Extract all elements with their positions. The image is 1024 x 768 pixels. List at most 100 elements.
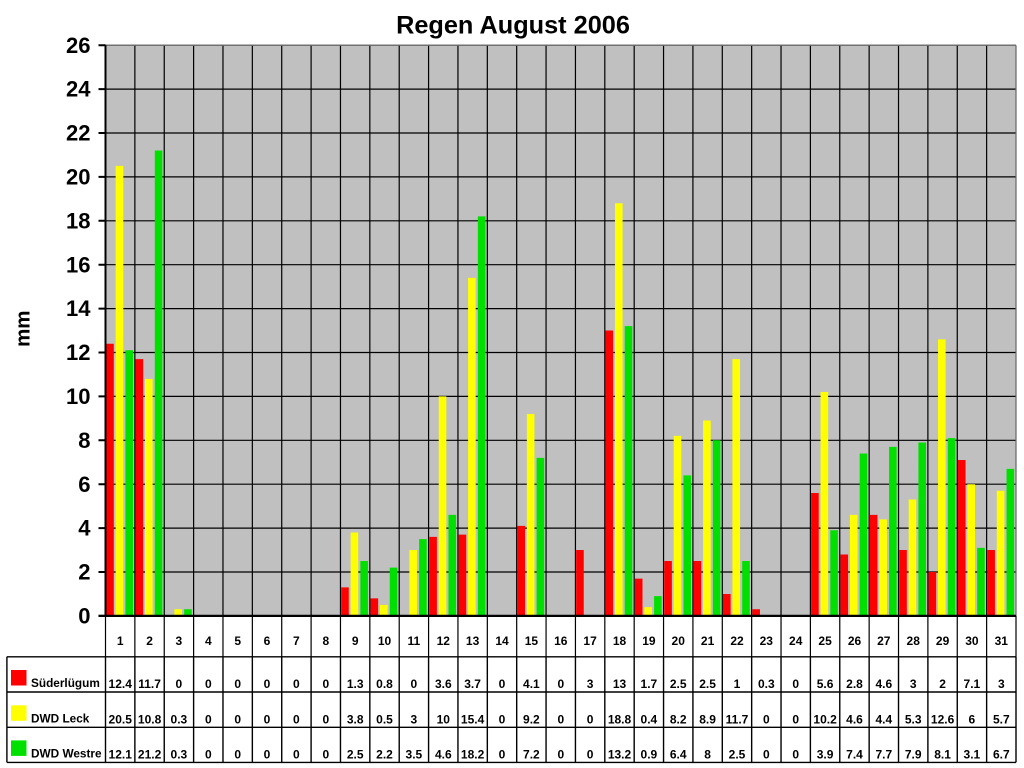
svg-text:20: 20 — [672, 634, 686, 648]
svg-text:0.9: 0.9 — [641, 747, 658, 761]
svg-text:1: 1 — [734, 677, 741, 691]
svg-text:13: 13 — [613, 677, 627, 691]
svg-text:4.4: 4.4 — [875, 712, 892, 726]
svg-text:10: 10 — [437, 712, 451, 726]
svg-text:15: 15 — [525, 634, 539, 648]
svg-text:3.9: 3.9 — [817, 747, 834, 761]
svg-text:12.4: 12.4 — [109, 677, 133, 691]
svg-text:9: 9 — [352, 634, 359, 648]
svg-text:3.8: 3.8 — [347, 712, 364, 726]
svg-text:16: 16 — [554, 634, 568, 648]
svg-text:4: 4 — [205, 634, 212, 648]
svg-text:10.2: 10.2 — [813, 712, 837, 726]
svg-text:5.7: 5.7 — [993, 712, 1010, 726]
svg-text:6: 6 — [264, 634, 271, 648]
svg-text:21: 21 — [701, 634, 715, 648]
svg-text:0: 0 — [205, 677, 212, 691]
svg-text:20.5: 20.5 — [109, 712, 133, 726]
svg-text:7.2: 7.2 — [523, 747, 540, 761]
svg-text:18: 18 — [613, 634, 627, 648]
svg-text:18.8: 18.8 — [608, 712, 632, 726]
svg-text:4.6: 4.6 — [875, 677, 892, 691]
svg-text:11: 11 — [408, 634, 421, 648]
svg-text:19: 19 — [642, 634, 656, 648]
svg-text:3: 3 — [910, 677, 917, 691]
svg-text:3.1: 3.1 — [964, 747, 981, 761]
svg-text:10.8: 10.8 — [138, 712, 162, 726]
svg-text:31: 31 — [995, 634, 1009, 648]
svg-text:3: 3 — [587, 677, 594, 691]
svg-text:5.3: 5.3 — [905, 712, 922, 726]
svg-text:0: 0 — [557, 712, 564, 726]
svg-text:0: 0 — [792, 677, 799, 691]
svg-text:10: 10 — [66, 384, 90, 409]
svg-text:0: 0 — [763, 747, 770, 761]
svg-text:12.6: 12.6 — [931, 712, 955, 726]
svg-text:17: 17 — [583, 634, 597, 648]
svg-text:8.1: 8.1 — [934, 747, 951, 761]
svg-text:Regen August 2006: Regen August 2006 — [396, 12, 630, 40]
svg-text:0.8: 0.8 — [376, 677, 393, 691]
svg-text:12.1: 12.1 — [109, 747, 133, 761]
svg-text:26: 26 — [66, 33, 90, 58]
svg-text:10: 10 — [378, 634, 392, 648]
svg-text:0: 0 — [176, 677, 183, 691]
svg-text:2.8: 2.8 — [846, 677, 863, 691]
svg-text:26: 26 — [848, 634, 862, 648]
svg-text:13: 13 — [466, 634, 480, 648]
svg-text:6: 6 — [969, 712, 976, 726]
svg-text:18: 18 — [66, 208, 90, 233]
svg-text:2.5: 2.5 — [699, 677, 716, 691]
svg-text:0.4: 0.4 — [641, 712, 658, 726]
svg-text:0: 0 — [322, 747, 329, 761]
svg-text:3: 3 — [998, 677, 1005, 691]
svg-text:0: 0 — [499, 677, 506, 691]
svg-text:5.6: 5.6 — [817, 677, 834, 691]
svg-text:9.2: 9.2 — [523, 712, 540, 726]
svg-text:12: 12 — [437, 634, 451, 648]
svg-text:0: 0 — [78, 604, 90, 629]
svg-text:7.9: 7.9 — [905, 747, 922, 761]
svg-text:0: 0 — [205, 747, 212, 761]
svg-text:mm: mm — [12, 310, 35, 346]
svg-text:0.3: 0.3 — [171, 747, 188, 761]
svg-text:2.5: 2.5 — [729, 747, 746, 761]
svg-text:6.7: 6.7 — [993, 747, 1010, 761]
svg-text:1: 1 — [117, 634, 124, 648]
svg-text:28: 28 — [907, 634, 921, 648]
svg-text:1.7: 1.7 — [641, 677, 658, 691]
svg-text:8: 8 — [704, 747, 711, 761]
svg-text:7.4: 7.4 — [846, 747, 863, 761]
svg-text:8: 8 — [322, 634, 329, 648]
svg-text:0: 0 — [293, 747, 300, 761]
svg-text:2.2: 2.2 — [376, 747, 393, 761]
svg-text:3.6: 3.6 — [435, 677, 452, 691]
svg-text:4.6: 4.6 — [435, 747, 452, 761]
svg-text:5: 5 — [234, 634, 241, 648]
svg-text:25: 25 — [818, 634, 832, 648]
svg-text:1.3: 1.3 — [347, 677, 364, 691]
svg-text:2: 2 — [78, 560, 90, 585]
svg-text:29: 29 — [936, 634, 950, 648]
svg-text:0: 0 — [763, 712, 770, 726]
svg-text:27: 27 — [877, 634, 891, 648]
svg-text:4.1: 4.1 — [523, 677, 540, 691]
svg-text:0: 0 — [205, 712, 212, 726]
svg-text:0: 0 — [499, 747, 506, 761]
svg-text:0.3: 0.3 — [171, 712, 188, 726]
svg-text:3.5: 3.5 — [406, 747, 423, 761]
svg-text:20: 20 — [66, 165, 90, 190]
svg-text:0: 0 — [587, 712, 594, 726]
svg-text:0: 0 — [411, 677, 418, 691]
svg-text:0: 0 — [234, 747, 241, 761]
svg-text:0: 0 — [293, 677, 300, 691]
svg-text:3.7: 3.7 — [464, 677, 481, 691]
svg-text:0: 0 — [322, 677, 329, 691]
svg-text:6.4: 6.4 — [670, 747, 687, 761]
svg-text:30: 30 — [965, 634, 979, 648]
svg-text:4: 4 — [78, 516, 91, 541]
svg-text:11.7: 11.7 — [726, 712, 749, 726]
svg-text:21.2: 21.2 — [138, 747, 162, 761]
svg-text:0: 0 — [557, 677, 564, 691]
svg-text:7.1: 7.1 — [964, 677, 981, 691]
